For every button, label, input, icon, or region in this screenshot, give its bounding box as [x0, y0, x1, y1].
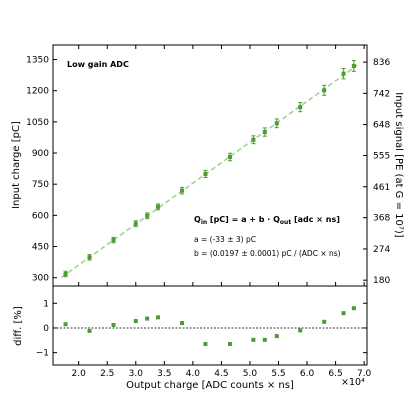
- data-point: [251, 137, 256, 142]
- fit-param-b: b = (0.0197 ± 0.0001) pC / (ADC × ns): [194, 249, 341, 258]
- data-point: [111, 238, 116, 243]
- residual-data-points: [63, 306, 356, 347]
- data-point: [322, 88, 327, 93]
- residual-point: [274, 334, 279, 339]
- x-tick-label: 4.0: [186, 369, 201, 379]
- fit-param-a: a = (-33 ± 3) pC: [194, 235, 256, 244]
- data-point: [87, 255, 92, 260]
- y-tick-label: 750: [32, 180, 49, 190]
- fit-formula: Qin [pC] = a + b · Qout [adc × ns]: [194, 215, 340, 226]
- y-tick-label: 1050: [26, 118, 49, 128]
- residual-point: [180, 321, 185, 326]
- data-point: [63, 271, 68, 276]
- y-right-tick-label: 461: [373, 183, 390, 193]
- x-tick-label: 2.0: [72, 369, 87, 379]
- y-axis-label: Input charge [pC]: [11, 121, 22, 209]
- residual-point: [341, 311, 346, 316]
- data-point: [203, 172, 208, 177]
- y-tick-label: 600: [32, 211, 49, 221]
- data-point: [133, 221, 138, 226]
- residual-point: [111, 323, 116, 328]
- y-right-tick-label: 555: [373, 152, 390, 162]
- residual-point: [203, 342, 208, 347]
- x-tick-label: 2.5: [100, 369, 114, 379]
- data-point: [180, 188, 185, 193]
- main-ticks: 300 450 600 750 900 1050 1200 1350 180 274 368 461 5…: [26, 45, 390, 286]
- residual-point: [251, 337, 256, 342]
- residual-ticks: 2.0 2.5 3.0 3.5 4.0 4.5 5.0 5.5 6.0 6.5 7.0 −1 0 1: [36, 299, 372, 379]
- residual-y-axis-label: diff. [%]: [13, 306, 24, 346]
- x-axis-label: Output charge [ADC counts × ns]: [126, 380, 294, 391]
- y-tick-label: 450: [32, 243, 49, 253]
- x-tick-label: 3.0: [129, 369, 144, 379]
- x-axis-multiplier: ×10⁴: [341, 377, 365, 388]
- fit-line-layer: [53, 64, 367, 329]
- x-tick-label: 6.5: [328, 369, 342, 379]
- data-point: [341, 71, 346, 76]
- residual-point: [156, 315, 161, 320]
- y-right-tick-label: 368: [373, 214, 390, 224]
- y-tick-label: 900: [32, 149, 49, 159]
- data-point: [262, 130, 267, 135]
- data-point: [351, 63, 356, 68]
- y-right-tick-label: 836: [373, 58, 390, 68]
- y-tick-label: 300: [32, 274, 49, 284]
- residual-point: [262, 337, 267, 342]
- y-right-tick-label: 648: [373, 121, 390, 131]
- fit-line: [61, 64, 358, 278]
- y-tick-label: 1200: [26, 87, 49, 97]
- residual-point: [351, 306, 356, 311]
- y-right-tick-label: 274: [373, 245, 390, 255]
- chart-title: Low gain ADC: [67, 60, 129, 69]
- residual-y-tick-label: −1: [36, 349, 49, 359]
- residual-y-tick-label: 0: [43, 324, 49, 334]
- x-tick-label: 5.0: [243, 369, 258, 379]
- residual-point: [298, 328, 303, 333]
- residual-point: [145, 316, 150, 321]
- x-tick-label: 5.5: [271, 369, 285, 379]
- residual-point: [133, 319, 138, 324]
- residual-point: [87, 328, 92, 333]
- x-tick-label: 6.0: [300, 369, 315, 379]
- y-tick-label: 1350: [26, 56, 49, 66]
- y-axis-right-label: Input signal [PE (at G = 10⁷)]: [393, 92, 404, 238]
- residual-point: [322, 319, 327, 324]
- data-point: [274, 121, 279, 126]
- residual-plot-frame: [52, 285, 368, 366]
- residual-y-tick-label: 1: [43, 299, 49, 309]
- x-tick-label: 4.5: [214, 369, 228, 379]
- x-tick-label: 7.0: [357, 369, 372, 379]
- x-tick-label: 3.5: [157, 369, 171, 379]
- data-point: [145, 213, 150, 218]
- y-right-tick-label: 180: [373, 276, 390, 286]
- residual-point: [227, 342, 232, 347]
- residual-point: [63, 322, 68, 327]
- data-point: [227, 154, 232, 159]
- y-right-tick-label: 742: [373, 89, 390, 99]
- data-point: [298, 105, 303, 110]
- data-point: [156, 204, 161, 209]
- main-data-points: [63, 60, 356, 278]
